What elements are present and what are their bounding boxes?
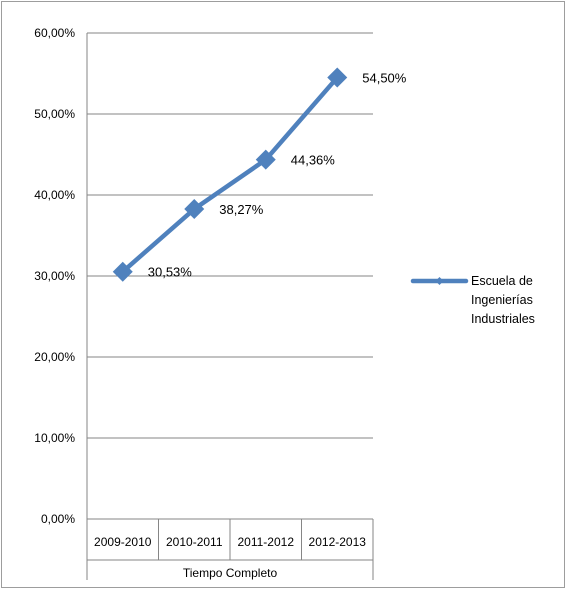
x-tick-label: 2010-2011 [166,535,223,549]
category-group-label: Tiempo Completo [183,566,278,580]
data-point-marker [255,149,276,170]
legend-label: Industriales [471,312,535,326]
legend-label: Escuela de [471,274,533,288]
data-label: 30,53% [148,265,193,280]
series-line [120,75,340,274]
x-axis: 2009-2010 2010-2011 2011-2012 2012-2013 Tiem… [86,518,374,580]
x-tick-label: 2011-2012 [238,535,295,549]
y-tick-label: 30,00% [34,269,75,283]
data-point-marker [112,261,133,282]
data-label: 54,50% [362,71,407,86]
data-label: 44,36% [291,153,336,168]
y-tick-label: 10,00% [34,431,75,445]
gridlines [86,32,373,519]
legend: Escuela de Ingenierías Industriales [410,274,535,326]
y-tick-label: 50,00% [34,107,75,121]
data-point-marker [327,67,348,88]
legend-marker-swatch [435,277,444,285]
series-line-group: 30,53% 38,27% 44,36% 54,50% [112,67,407,282]
y-tick-label: 60,00% [34,26,75,40]
y-axis-tick-labels: 0,00% 10,00% 20,00% 30,00% 40,00% 50,00% 60,00… [34,26,75,526]
data-point-marker [184,199,205,220]
y-tick-label: 20,00% [34,350,75,364]
x-tick-label: 2012-2013 [309,535,367,549]
data-label: 38,27% [219,202,264,217]
x-tick-label: 2009-2010 [94,535,152,549]
y-tick-label: 0,00% [41,512,75,526]
legend-label: Ingenierías [471,293,533,307]
y-tick-label: 40,00% [34,188,75,202]
